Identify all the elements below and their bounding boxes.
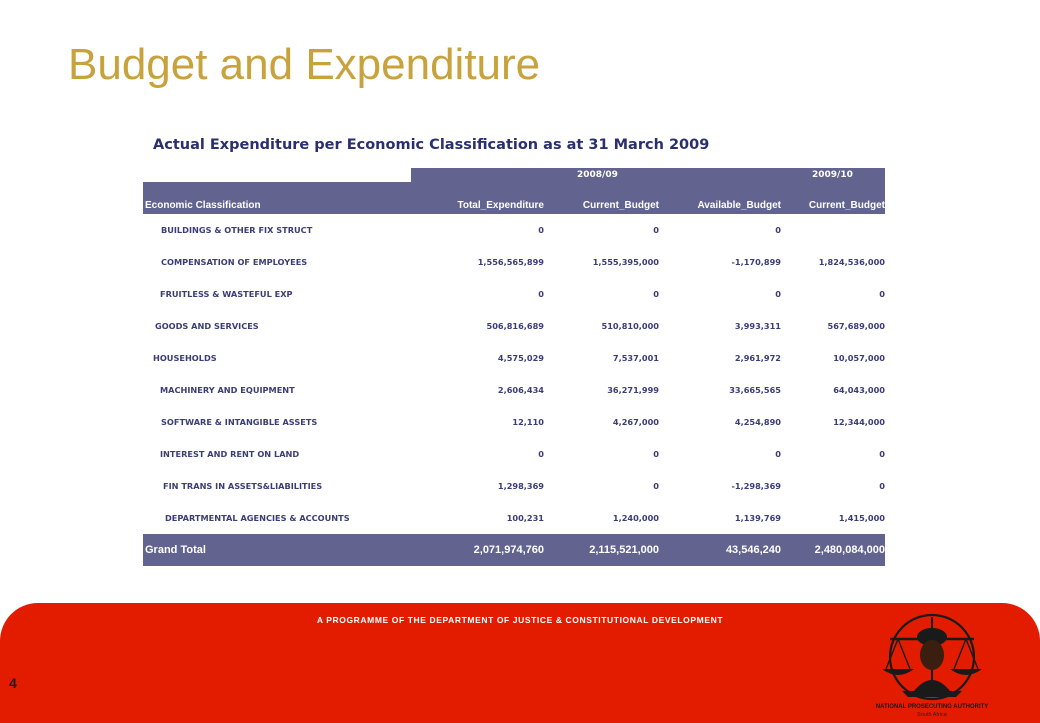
row-current-budget: 510,810,000 bbox=[601, 321, 660, 331]
row-available-budget: 1,139,769 bbox=[734, 513, 781, 523]
table-row: SOFTWARE & INTANGIBLE ASSETS 12,110 4,267,… bbox=[143, 406, 885, 438]
row-current-budget: 1,555,395,000 bbox=[592, 257, 659, 267]
expenditure-table: 2008/09 2009/10 Economic Classification … bbox=[143, 168, 885, 566]
row-current-budget: 4,267,000 bbox=[612, 417, 659, 427]
col-header-classification: Economic Classification bbox=[145, 200, 261, 211]
column-header-row: Economic Classification Total_Expenditur… bbox=[143, 182, 885, 214]
row-classification: INTEREST AND RENT ON LAND bbox=[160, 449, 300, 459]
row-current-budget-2009: 1,824,536,000 bbox=[818, 257, 885, 267]
table-row: DEPARTMENTAL AGENCIES & ACCOUNTS 100,231 1… bbox=[143, 502, 885, 534]
row-classification: MACHINERY AND EQUIPMENT bbox=[160, 385, 295, 395]
year-header-2009-10: 2009/10 bbox=[812, 170, 853, 180]
col-header-available-budget: Available_Budget bbox=[697, 200, 781, 211]
grand-total-current-budget: 2,115,521,000 bbox=[589, 544, 659, 556]
row-current-budget-2009 bbox=[781, 214, 885, 246]
row-current-budget-2009: 64,043,000 bbox=[833, 385, 885, 395]
row-total-expenditure: 4,575,029 bbox=[497, 353, 544, 363]
table-row: BUILDINGS & OTHER FIX STRUCT 0 0 0 bbox=[143, 214, 885, 246]
row-current-budget: 0 bbox=[653, 449, 659, 459]
row-current-budget-2009: 0 bbox=[879, 289, 885, 299]
slide-title: Budget and Expenditure bbox=[68, 40, 541, 89]
row-classification: HOUSEHOLDS bbox=[153, 353, 217, 363]
row-total-expenditure: 0 bbox=[538, 289, 544, 299]
table-row: FIN TRANS IN ASSETS&LIABILITIES 1,298,369… bbox=[143, 470, 885, 502]
logo-org-name: NATIONAL PROSECUTING AUTHORITY bbox=[875, 704, 989, 710]
page-number: 4 bbox=[9, 675, 17, 691]
table-row: FRUITLESS & WASTEFUL EXP 0 0 0 0 bbox=[143, 278, 885, 310]
npa-emblem-icon bbox=[882, 613, 982, 701]
col-header-total-expenditure: Total_Expenditure bbox=[457, 200, 545, 211]
row-available-budget: 3,993,311 bbox=[734, 321, 781, 331]
row-total-expenditure: 0 bbox=[538, 449, 544, 459]
row-available-budget: 0 bbox=[775, 449, 781, 459]
row-classification: FIN TRANS IN ASSETS&LIABILITIES bbox=[163, 481, 323, 491]
grand-total-current-budget-2009: 2,480,084,000 bbox=[814, 544, 885, 556]
grand-total-available-budget: 43,546,240 bbox=[725, 544, 781, 556]
row-available-budget: 0 bbox=[775, 225, 781, 235]
table-row: INTEREST AND RENT ON LAND 0 0 0 0 bbox=[143, 438, 885, 470]
row-total-expenditure: 0 bbox=[538, 225, 544, 235]
row-classification: FRUITLESS & WASTEFUL EXP bbox=[160, 289, 293, 299]
col-header-current-budget-2009: Current_Budget bbox=[808, 200, 885, 211]
year-header-band bbox=[411, 168, 885, 182]
npa-logo: NATIONAL PROSECUTING AUTHORITY South Afr… bbox=[872, 611, 992, 719]
table-row: HOUSEHOLDS 4,575,029 7,537,001 2,961,972 10,… bbox=[143, 342, 885, 374]
row-current-budget-2009: 1,415,000 bbox=[838, 513, 885, 523]
grand-total-expenditure: 2,071,974,760 bbox=[473, 544, 544, 556]
row-total-expenditure: 506,816,689 bbox=[486, 321, 545, 331]
row-available-budget: -1,298,369 bbox=[731, 481, 782, 491]
row-total-expenditure: 100,231 bbox=[506, 513, 544, 523]
row-current-budget-2009: 12,344,000 bbox=[833, 417, 885, 427]
row-current-budget-2009: 567,689,000 bbox=[827, 321, 886, 331]
row-available-budget: -1,170,899 bbox=[731, 257, 782, 267]
table-row: GOODS AND SERVICES 506,816,689 510,810,000… bbox=[143, 310, 885, 342]
row-available-budget: 0 bbox=[775, 289, 781, 299]
table-row: MACHINERY AND EQUIPMENT 2,606,434 36,271,9… bbox=[143, 374, 885, 406]
row-classification: COMPENSATION OF EMPLOYEES bbox=[161, 257, 308, 267]
col-header-current-budget: Current_Budget bbox=[582, 200, 659, 211]
row-classification: BUILDINGS & OTHER FIX STRUCT bbox=[161, 225, 313, 235]
row-current-budget: 0 bbox=[653, 225, 659, 235]
row-total-expenditure: 2,606,434 bbox=[497, 385, 544, 395]
row-classification: SOFTWARE & INTANGIBLE ASSETS bbox=[161, 417, 318, 427]
row-total-expenditure: 1,556,565,899 bbox=[477, 257, 544, 267]
row-current-budget: 36,271,999 bbox=[607, 385, 659, 395]
row-available-budget: 2,961,972 bbox=[734, 353, 781, 363]
row-available-budget: 4,254,890 bbox=[734, 417, 781, 427]
year-header-row: 2008/09 2009/10 bbox=[143, 168, 885, 182]
grand-total-label: Grand Total bbox=[145, 544, 206, 556]
row-available-budget: 33,665,565 bbox=[729, 385, 781, 395]
row-current-budget: 0 bbox=[653, 481, 659, 491]
year-header-2008-09: 2008/09 bbox=[577, 170, 618, 180]
logo-country: South Africa bbox=[917, 712, 947, 718]
table-row: COMPENSATION OF EMPLOYEES 1,556,565,899 1,… bbox=[143, 246, 885, 278]
row-current-budget: 1,240,000 bbox=[612, 513, 659, 523]
row-classification: DEPARTMENTAL AGENCIES & ACCOUNTS bbox=[165, 513, 350, 523]
row-current-budget: 0 bbox=[653, 289, 659, 299]
table-caption: Actual Expenditure per Economic Classifi… bbox=[153, 137, 710, 153]
footer-tagline: A PROGRAMME OF THE DEPARTMENT OF JUSTICE… bbox=[316, 615, 724, 625]
grand-total-row: Grand Total 2,071,974,760 2,115,521,000 … bbox=[143, 534, 885, 566]
table-body: BUILDINGS & OTHER FIX STRUCT 0 0 0 COMPENSAT… bbox=[143, 214, 885, 534]
row-current-budget-2009: 0 bbox=[879, 481, 885, 491]
row-current-budget: 7,537,001 bbox=[612, 353, 659, 363]
row-current-budget-2009: 10,057,000 bbox=[833, 353, 885, 363]
row-total-expenditure: 12,110 bbox=[512, 417, 544, 427]
row-total-expenditure: 1,298,369 bbox=[497, 481, 544, 491]
row-current-budget-2009: 0 bbox=[879, 449, 885, 459]
footer-band: A PROGRAMME OF THE DEPARTMENT OF JUSTICE… bbox=[0, 603, 1040, 723]
row-classification: GOODS AND SERVICES bbox=[155, 321, 259, 331]
